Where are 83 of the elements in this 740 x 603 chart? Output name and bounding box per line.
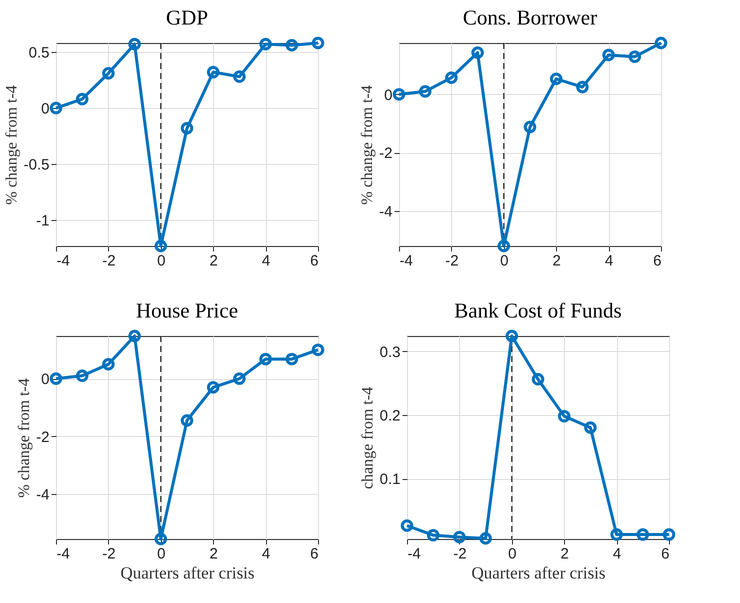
chart-title: GDP bbox=[166, 5, 208, 30]
point bbox=[128, 330, 141, 342]
y-tick-label: 0 bbox=[41, 371, 50, 388]
x-tick-label: 2 bbox=[210, 546, 218, 562]
chart-title: House Price bbox=[136, 298, 238, 322]
y-tick-label: 0.3 bbox=[380, 344, 400, 361]
point bbox=[76, 92, 88, 106]
x-tick-label: 6 bbox=[653, 252, 662, 270]
point bbox=[180, 122, 194, 134]
x-tick-label: -2 bbox=[453, 546, 467, 562]
x-axis-title: Quarters after crisis bbox=[471, 564, 606, 582]
point bbox=[628, 50, 642, 63]
y-tick-label: -4 bbox=[36, 486, 50, 504]
y-tick-label: -1 bbox=[36, 212, 50, 230]
y-tick-label: 0.5 bbox=[28, 44, 50, 62]
point bbox=[426, 528, 440, 542]
x-tick-label: 0 bbox=[500, 252, 508, 270]
y-tick-label: -0.5 bbox=[24, 156, 50, 174]
x-tick-label: 0 bbox=[157, 546, 166, 562]
x-tick-label: 0 bbox=[508, 546, 516, 562]
y-axis-title: % change from t-4 bbox=[16, 378, 34, 498]
point bbox=[453, 530, 466, 544]
x-tick-label: -2 bbox=[445, 252, 459, 270]
point bbox=[206, 381, 220, 394]
point bbox=[550, 72, 562, 86]
x-tick-label: -4 bbox=[56, 252, 70, 270]
point bbox=[233, 70, 246, 83]
y-axis-title: % change from t-4 bbox=[4, 85, 21, 205]
x-tick-label: 0 bbox=[157, 252, 166, 270]
point bbox=[206, 66, 220, 78]
point bbox=[286, 39, 298, 52]
y-tick-label: 0 bbox=[41, 100, 50, 118]
y-tick-label: 0.1 bbox=[380, 471, 400, 488]
point bbox=[76, 370, 88, 382]
point bbox=[259, 352, 272, 366]
point bbox=[610, 528, 623, 541]
y-tick-label: 0 bbox=[384, 86, 392, 104]
point bbox=[233, 372, 246, 385]
x-tick-label: -2 bbox=[102, 546, 116, 562]
x-tick-label: 2 bbox=[552, 252, 561, 270]
chart-title: Cons. Borrower bbox=[462, 5, 598, 30]
x-tick-label: -4 bbox=[400, 252, 413, 270]
point bbox=[102, 358, 115, 370]
point bbox=[102, 67, 115, 80]
x-tick-label: 2 bbox=[210, 252, 218, 270]
point bbox=[576, 80, 589, 94]
x-tick-label: 4 bbox=[262, 252, 270, 270]
x-tick-label: -4 bbox=[408, 546, 421, 562]
x-tick-label: 6 bbox=[310, 252, 318, 270]
x-tick-label: 6 bbox=[661, 546, 670, 562]
point bbox=[558, 410, 570, 422]
point bbox=[418, 85, 432, 98]
point bbox=[154, 532, 168, 546]
point bbox=[479, 532, 492, 545]
point bbox=[180, 414, 194, 427]
y-tick-label: 0.2 bbox=[380, 407, 400, 424]
point bbox=[524, 120, 536, 134]
x-axis-title: Quarters after crisis bbox=[120, 564, 255, 582]
point bbox=[506, 330, 518, 342]
point bbox=[636, 528, 650, 541]
point bbox=[445, 71, 458, 84]
point bbox=[498, 240, 510, 252]
y-tick-label: -2 bbox=[379, 145, 392, 162]
point bbox=[259, 38, 272, 50]
y-axis-title: change from t-4 bbox=[360, 386, 377, 490]
x-tick-label: -4 bbox=[56, 546, 70, 562]
point bbox=[532, 373, 544, 386]
x-tick-label: 4 bbox=[262, 546, 270, 562]
point bbox=[602, 48, 615, 62]
x-tick-label: 6 bbox=[310, 546, 318, 562]
y-tick-label: -2 bbox=[36, 428, 50, 446]
point bbox=[471, 46, 484, 59]
y-axis-title: % change from t-4 bbox=[359, 85, 376, 205]
point bbox=[154, 240, 168, 252]
x-tick-label: 4 bbox=[604, 252, 614, 270]
chart-title: Bank Cost of Funds bbox=[454, 298, 622, 322]
point bbox=[584, 421, 597, 434]
x-tick-label: 2 bbox=[560, 546, 569, 562]
point bbox=[286, 352, 298, 366]
point bbox=[128, 38, 141, 50]
x-tick-label: -2 bbox=[102, 252, 116, 270]
x-tick-label: 4 bbox=[612, 546, 622, 562]
y-tick-label: -4 bbox=[379, 204, 392, 220]
